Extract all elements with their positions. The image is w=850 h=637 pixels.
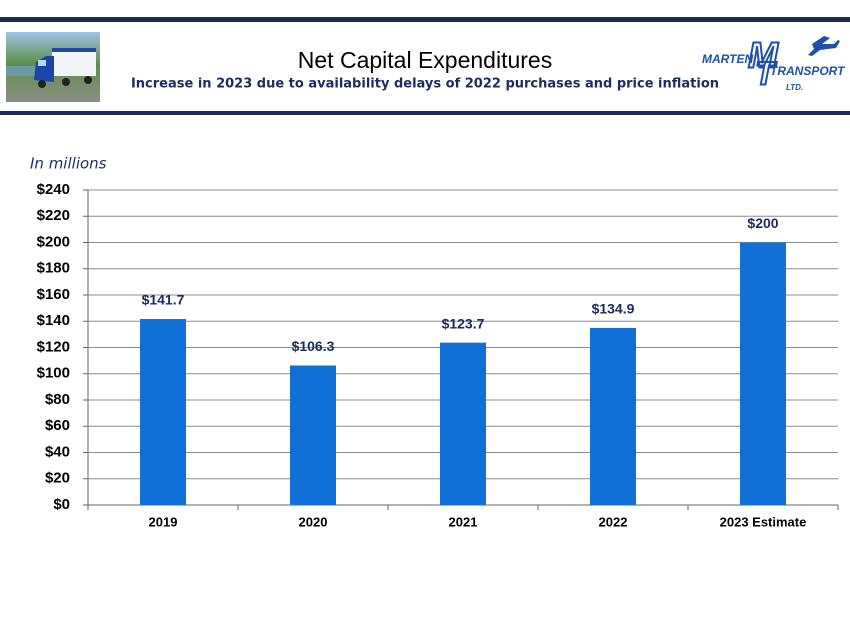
x-tick-label: 2021 xyxy=(449,514,478,529)
value-label: $134.9 xyxy=(592,301,635,317)
bar xyxy=(140,319,186,505)
y-tick-label: $140 xyxy=(37,312,70,329)
value-label: $200 xyxy=(747,215,778,231)
x-tick-label: 2023 Estimate xyxy=(720,514,807,529)
logo-word: TRANSPORT xyxy=(770,64,846,78)
y-tick-label: $120 xyxy=(37,338,70,355)
logo: M T MARTEN TRANSPORT LTD. xyxy=(702,34,846,93)
value-label: $141.7 xyxy=(142,292,185,308)
y-tick-label: $200 xyxy=(37,233,70,250)
logo-letter: T xyxy=(755,55,777,91)
y-tick-label: $160 xyxy=(37,286,70,303)
value-label: $123.7 xyxy=(442,315,485,331)
x-tick-label: 2022 xyxy=(599,514,628,529)
header-rule xyxy=(0,111,850,115)
y-tick-label: $40 xyxy=(45,443,70,460)
y-tick-label: $240 xyxy=(37,181,70,198)
top-rule xyxy=(0,17,850,22)
slide-title: Net Capital Expenditures xyxy=(298,47,552,73)
x-tick-label: 2020 xyxy=(299,514,328,529)
logo-word: MARTEN xyxy=(702,52,753,66)
slide-subtitle: Increase in 2023 due to availability del… xyxy=(131,77,719,92)
bar xyxy=(590,327,636,505)
value-label: $106.3 xyxy=(292,338,335,354)
logo-plane xyxy=(808,36,840,56)
bar xyxy=(290,365,336,505)
logo-word: LTD. xyxy=(786,83,803,92)
logo-letter: M xyxy=(748,35,779,76)
y-tick-label: $20 xyxy=(45,470,70,487)
y-tick-label: $100 xyxy=(37,365,70,382)
y-tick-label: $60 xyxy=(45,417,70,434)
y-tick-label: $0 xyxy=(53,496,70,513)
y-tick-label: $80 xyxy=(45,391,70,408)
bar xyxy=(740,242,786,505)
y-tick-label: $180 xyxy=(37,260,70,277)
bar xyxy=(440,342,486,505)
plot: $0 $20 $40 $60 $80 $100 $120 $140 $160 $180 $200 $2… xyxy=(37,181,839,529)
x-tick-label: 2019 xyxy=(149,514,178,529)
y-tick-label: $220 xyxy=(37,207,70,224)
truck-photo xyxy=(6,32,100,102)
y-axis-title: In millions xyxy=(30,155,107,173)
